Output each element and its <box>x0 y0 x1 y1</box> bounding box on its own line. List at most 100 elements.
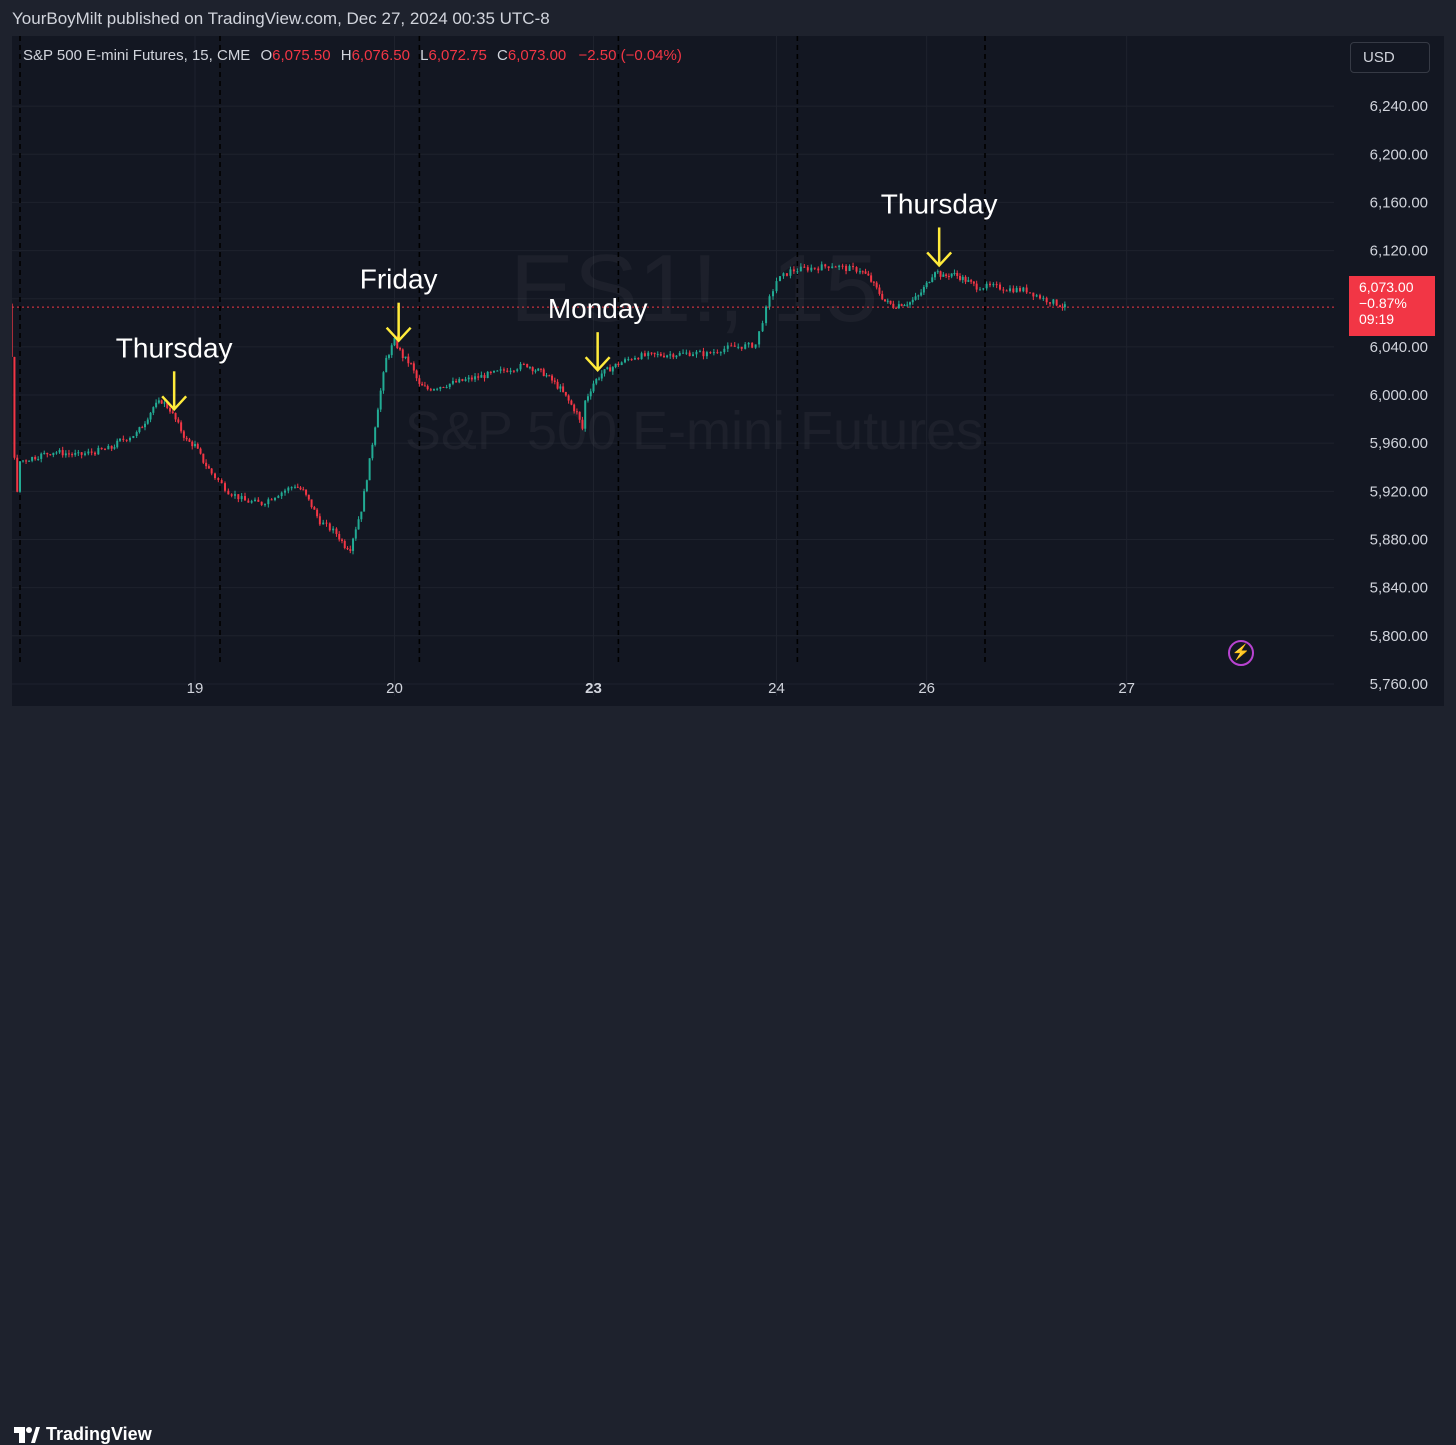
candle <box>603 369 606 377</box>
candle <box>782 272 785 279</box>
annotation-label: Friday <box>360 264 438 295</box>
chart-panel[interactable]: ES1!, 15 S&P 500 E-mini Futures Thursday… <box>12 36 1444 706</box>
candle <box>58 448 61 454</box>
candle <box>900 303 903 307</box>
candle <box>726 342 729 353</box>
candle <box>135 430 138 439</box>
symbol-name[interactable]: S&P 500 E-mini Futures, 15, CME <box>23 47 251 64</box>
candle <box>589 388 592 400</box>
candle <box>116 438 119 449</box>
candle <box>909 301 911 309</box>
close-label: C <box>497 47 508 64</box>
candle <box>335 527 338 537</box>
annotation-group: Thursday <box>881 188 998 268</box>
candle <box>961 274 964 284</box>
candle <box>474 373 477 383</box>
footer-bar: TradingView <box>0 706 1456 1444</box>
candle <box>194 440 196 448</box>
candle <box>264 503 266 507</box>
candle <box>1061 303 1064 311</box>
candle <box>939 270 942 280</box>
candle <box>656 351 659 358</box>
candle <box>28 460 31 462</box>
time-axis[interactable]: 18192023242627 <box>12 680 1135 697</box>
currency-selector[interactable]: USD <box>1350 42 1430 73</box>
candle <box>113 444 116 450</box>
candle <box>177 417 180 424</box>
candle <box>122 435 125 442</box>
candle <box>325 519 328 527</box>
candle <box>956 270 959 279</box>
candle <box>509 367 512 375</box>
candle <box>19 461 21 493</box>
candle <box>562 383 565 393</box>
candle <box>284 488 286 496</box>
price-chart[interactable]: ES1!, 15 S&P 500 E-mini Futures Thursday… <box>12 36 1444 706</box>
candle <box>499 366 502 374</box>
candles <box>12 261 1066 555</box>
candle <box>999 282 1001 291</box>
candle <box>852 262 855 270</box>
time-axis-label: 27 <box>1118 680 1135 697</box>
candle <box>174 412 177 422</box>
candle <box>575 408 578 415</box>
candle <box>84 451 86 457</box>
price-axis-label: 5,880.00 <box>1370 531 1428 548</box>
candle <box>1042 295 1045 301</box>
candle <box>458 377 461 384</box>
candle <box>906 301 909 307</box>
header-bar: YourBoyMilt published on TradingView.com… <box>0 0 1456 36</box>
candle <box>1045 296 1048 305</box>
candle <box>662 352 665 358</box>
candle <box>959 273 961 282</box>
candle <box>516 368 519 373</box>
candle <box>382 371 385 394</box>
candle <box>754 344 757 349</box>
candle <box>886 298 889 304</box>
candle <box>548 374 551 377</box>
candle <box>989 281 991 288</box>
tradingview-logo[interactable]: TradingView <box>14 1424 152 1445</box>
candle <box>820 261 823 271</box>
symbol-legend: S&P 500 E-mini Futures, 15, CME O6,075.5… <box>23 47 682 64</box>
candle <box>74 449 77 457</box>
price-axis-label: 6,000.00 <box>1370 387 1428 404</box>
candle <box>310 499 313 509</box>
candle <box>799 263 802 272</box>
candle <box>182 429 185 441</box>
candle <box>698 349 701 353</box>
candle <box>426 384 429 391</box>
price-axis[interactable]: 6,240.006,200.006,160.006,120.006,080.00… <box>1370 98 1428 693</box>
candle <box>489 370 492 375</box>
candle <box>274 497 276 502</box>
candle <box>1035 293 1038 298</box>
candle <box>630 358 633 361</box>
candle <box>155 399 158 409</box>
candle <box>385 355 388 373</box>
candle <box>942 272 945 277</box>
candle <box>230 493 233 498</box>
candle <box>318 513 321 526</box>
annotation-label: Thursday <box>116 332 233 363</box>
price-axis-label: 5,760.00 <box>1370 676 1428 693</box>
candle <box>624 357 627 364</box>
candle <box>125 439 128 443</box>
lightning-icon[interactable]: ⚡ <box>1228 640 1254 666</box>
candle <box>322 519 325 525</box>
candle <box>551 374 554 384</box>
candle <box>107 444 110 450</box>
candle <box>609 364 612 372</box>
candle <box>185 435 188 442</box>
candle <box>31 456 34 463</box>
candle <box>480 371 483 378</box>
candle <box>895 306 898 309</box>
candle <box>859 268 861 275</box>
candle <box>730 342 733 347</box>
candle <box>945 273 948 279</box>
candle <box>196 442 199 449</box>
candle <box>464 376 467 382</box>
change-value: −2.50 (−0.04%) <box>578 47 682 64</box>
candle <box>519 361 522 372</box>
candle <box>448 383 451 390</box>
candle <box>210 468 213 476</box>
